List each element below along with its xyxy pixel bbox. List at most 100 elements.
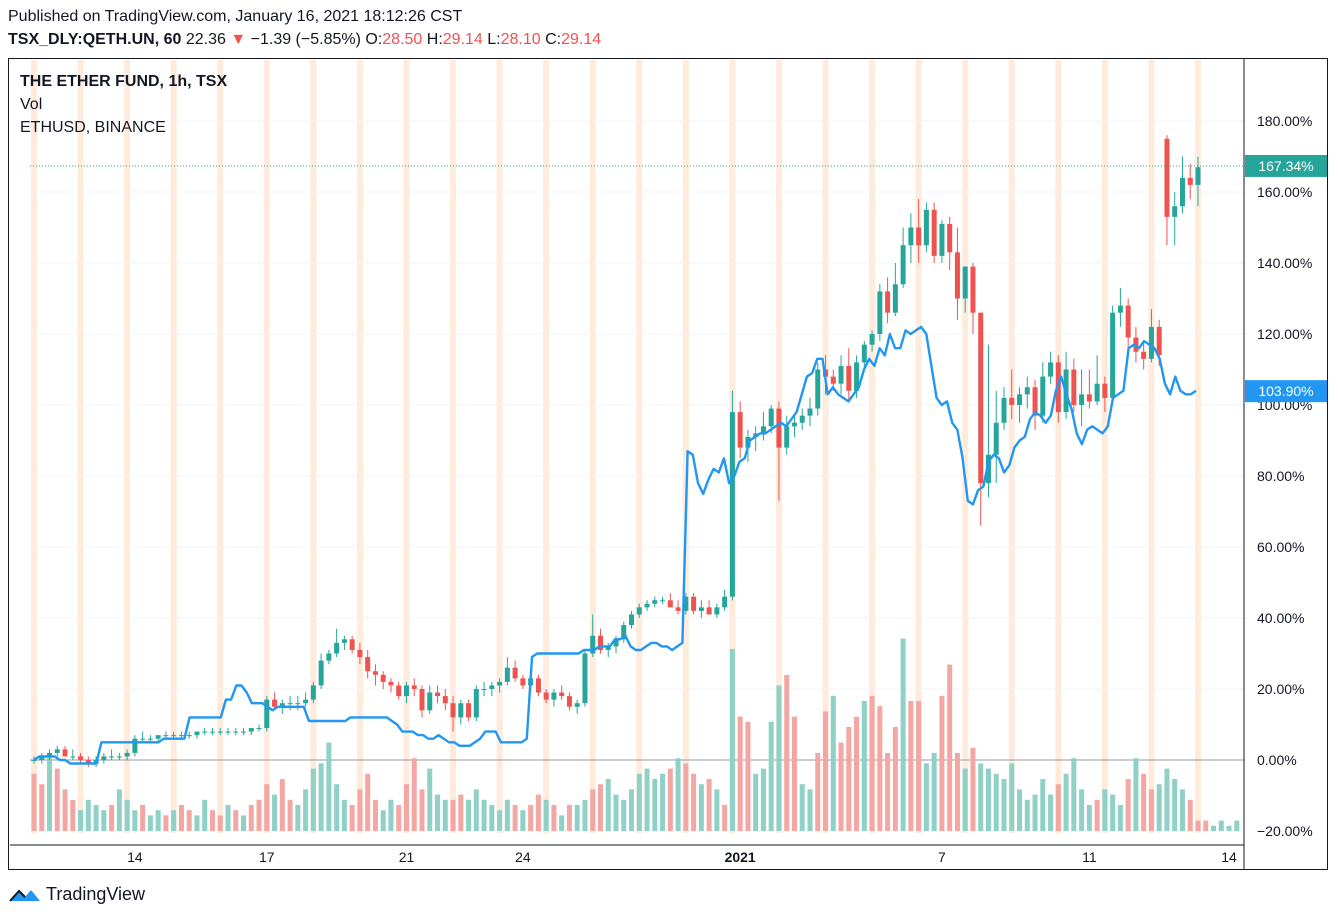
price-change: −1.39 (−5.85%) [250,31,361,48]
last-price-badge: 167.34% [1258,158,1313,174]
session-band [403,60,410,833]
volume-bar [1102,789,1108,831]
volume-bar [923,763,929,831]
candle-body [1164,138,1170,217]
candle-body [39,756,45,760]
candle-body [698,607,704,611]
candle-body [1195,167,1201,185]
candle-body [706,607,712,615]
candle-body [310,685,316,700]
volume-bar [745,721,751,831]
volume-bar [621,799,627,831]
candle-body [334,642,340,654]
volume-bar [171,810,177,831]
candle-body [660,600,666,602]
volume-bar [675,758,681,831]
candle-body [885,291,891,313]
chart-frame [8,58,1328,870]
legend-title[interactable]: THE ETHER FUND, 1h, TSX [20,73,228,90]
volume-bar [559,815,565,831]
volume-bar [233,810,239,831]
candle-body [512,667,518,679]
candle-body [372,671,378,675]
candle-body [357,649,363,658]
volume-bar [605,779,611,831]
candle-body [1179,177,1185,207]
session-band [1148,60,1155,833]
volume-bar [481,799,487,831]
candle-body [1110,312,1116,398]
volume-bar [947,664,953,831]
low-value: 28.10 [500,31,541,48]
candle-body [535,678,541,693]
candle-body [241,731,247,733]
candle-body [566,696,572,707]
open-value: 28.50 [382,31,423,48]
volume-bar [318,763,324,831]
volume-bar [1040,779,1046,831]
volume-bar [846,727,852,831]
candle-body [1172,206,1178,217]
candle-body [419,689,425,711]
candle-body [380,674,386,682]
legend-volume[interactable]: Vol [20,96,43,113]
volume-bar [341,799,347,831]
volume-bar [39,784,45,831]
candle-body [295,703,301,705]
last-price-badge-bg [1245,154,1327,177]
candle-body [939,223,945,256]
candle-body [116,756,122,758]
volume-bar [1211,825,1217,831]
high-label: H: [426,31,443,48]
volume-bar [326,742,332,831]
candle-body [1079,394,1085,405]
volume-bar [466,799,472,831]
session-band [124,60,131,833]
candle-body [892,284,898,313]
session-band [1101,60,1108,833]
volume-bar [683,763,689,831]
close-value: 29.14 [561,31,602,48]
volume-bar [1203,820,1209,831]
candle-body [132,738,138,753]
volume-bar [737,716,743,831]
candle-body [1032,387,1038,416]
volume-bar [458,794,464,831]
volume-bar [1110,794,1116,831]
volume-bar [1226,825,1232,831]
footer-brand[interactable]: TradingView [8,884,145,905]
y-tick-label: −20.00% [1257,823,1313,839]
volume-bar [1156,784,1162,831]
session-band [962,60,969,833]
candle-body [427,692,433,711]
candle-body [318,660,324,686]
volume-bar [1079,789,1085,831]
volume-bar [799,784,805,831]
volume-bar [155,810,161,831]
volume-bar [613,794,619,831]
candle-body [629,614,635,626]
volume-bar [427,768,433,831]
x-tick-label: 11 [1082,849,1097,865]
legend-compare[interactable]: ETHUSD, BINANCE [20,119,166,136]
volume-bar [528,805,534,831]
volume-bar [310,768,316,831]
volume-bar [1055,784,1061,831]
volume-bar [574,805,580,831]
volume-bar [830,695,836,831]
candle-body [341,639,347,643]
volume-bar [272,794,278,831]
candle-body [287,703,293,705]
candle-body [78,756,84,760]
candle-body [450,703,456,718]
session-band [543,60,550,833]
session-band [170,60,177,833]
volume-bar [885,753,891,831]
candle-body [970,266,976,313]
y-tick-label: 20.00% [1257,681,1304,697]
volume-bar [124,799,130,831]
volume-bar [1179,789,1185,831]
candle-body [667,600,673,608]
session-band [1195,60,1201,833]
